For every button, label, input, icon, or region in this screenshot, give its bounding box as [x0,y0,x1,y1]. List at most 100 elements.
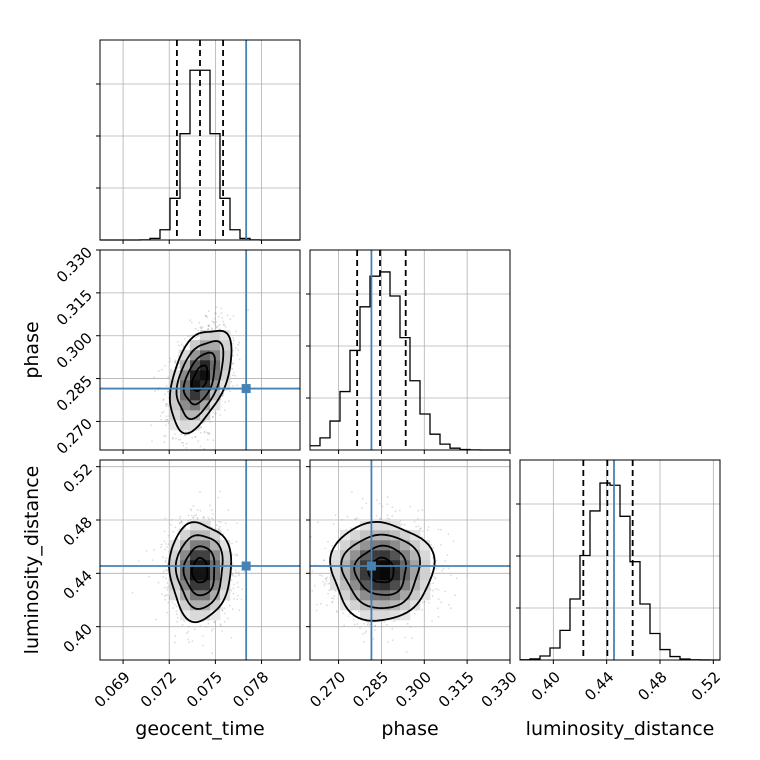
sample-point [211,513,214,515]
density-cell [190,540,201,551]
sample-point [190,321,193,324]
sample-point [180,520,183,523]
density-cell [170,380,181,391]
density-cell [220,540,231,551]
sample-point [164,548,167,551]
sample-point [178,517,181,520]
sample-point [187,638,190,641]
sample-point [439,528,442,531]
sample-point [232,563,235,566]
sample-point [436,607,439,610]
density-cell [200,540,211,551]
sample-point [331,597,333,600]
sample-point [217,528,220,530]
sample-point [163,540,166,543]
density-cell [190,590,201,601]
sample-point [348,613,351,615]
sample-point [201,635,204,637]
sample-point [188,641,190,643]
density-cell [180,570,191,581]
sample-point [226,529,229,531]
contour-line [174,534,224,610]
sample-point [178,528,181,531]
sample-point [232,342,235,345]
density-cell [190,550,201,561]
sample-point [166,582,169,584]
density-cell [180,610,191,621]
sample-point [220,307,222,310]
sample-point [168,597,171,600]
sample-point [236,522,239,525]
sample-point [199,509,202,512]
sample-point [201,517,204,519]
sample-point [167,551,170,553]
sample-point [167,396,170,399]
sample-point [170,461,172,463]
panel-frame [519,459,721,661]
sample-point [427,526,430,528]
sample-point [179,521,182,524]
sample-point [234,554,236,556]
density-cell [210,600,221,611]
density-cell [210,550,221,561]
sample-point [155,618,158,621]
contour-line [182,545,216,597]
sample-point [374,624,377,627]
sample-point [187,630,190,633]
sample-point [431,595,434,598]
sample-point [208,325,211,328]
sample-point [166,589,169,591]
sample-point [165,403,168,406]
density-cell [220,580,231,591]
sample-point [394,510,397,513]
sample-point [334,590,337,592]
density-cell [170,420,181,431]
sample-point [361,498,364,500]
sample-point [162,570,165,573]
sample-point [365,630,368,633]
sample-point [356,517,359,520]
sample-point [165,385,168,387]
sample-point [386,503,389,505]
density-cell [180,600,191,611]
sample-point [164,435,167,438]
sample-point [236,598,239,601]
sample-point [172,437,174,440]
sample-point [209,420,211,423]
density-cell [180,530,191,541]
density-cell [210,390,221,401]
density-cell [200,340,211,351]
sample-point [219,623,222,626]
sample-point [243,570,246,573]
sample-point [230,367,233,370]
density-cell [190,410,201,421]
sample-point [214,323,217,326]
density-cell [220,350,231,361]
sample-point [185,447,188,449]
sample-point [216,326,218,329]
sample-point [391,639,394,642]
density-cell [170,400,181,411]
sample-point [167,405,170,408]
sample-point [238,609,241,612]
sample-point [333,595,336,597]
sample-point [227,617,229,620]
sample-point [432,582,434,584]
sample-point [230,579,233,581]
density-cell [210,350,221,361]
density-cell [180,360,191,371]
sample-point [437,588,440,591]
sample-point [157,581,160,584]
sample-point [218,323,221,326]
sample-point [162,556,165,558]
density-cell [200,580,211,591]
sample-point [204,315,207,317]
sample-point [229,390,232,393]
sample-point [166,546,168,548]
sample-point [166,611,169,614]
sample-point [164,517,167,520]
sample-point [163,530,166,533]
sample-point [220,624,222,627]
sample-point [386,514,389,517]
sample-point [174,433,176,435]
